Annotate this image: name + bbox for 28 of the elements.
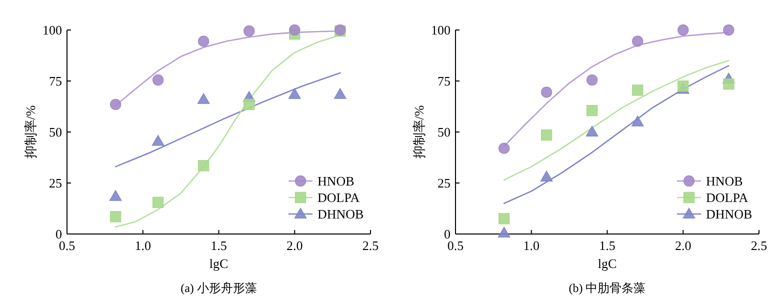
y-tick-label: 75 (438, 74, 450, 88)
x-tick-label: 1.5 (210, 238, 227, 253)
y-axis-title: 抑制率/% (23, 105, 38, 159)
y-tick-label: 100 (42, 22, 62, 38)
y-axis-title: 抑制率/% (412, 105, 426, 159)
x-axis-title: lgC (598, 256, 617, 271)
legend-label: DOLPA (318, 190, 360, 205)
text: (b) 中肋骨条藻 (568, 281, 646, 295)
y-tick-label: 25 (49, 176, 62, 190)
y-tick-label: 50 (49, 124, 62, 140)
x-tick-label: 1.0 (523, 238, 540, 253)
y-tick-label: 100 (431, 22, 450, 38)
y-tick-label: 50 (438, 124, 450, 140)
x-tick-label: 2.5 (750, 238, 768, 253)
y-tick-label: 75 (49, 74, 62, 88)
x-axis-title: lgC (209, 256, 228, 271)
x-tick-label: 1.0 (134, 238, 151, 253)
x-tick-label: 2.0 (675, 238, 692, 253)
text: (a) 小形舟形藻 (180, 281, 257, 295)
legend-label: DHNOB (318, 206, 364, 222)
legend-label: HNOB (706, 174, 744, 188)
x-tick-label: 2.0 (286, 238, 303, 253)
legend-label: DOLPA (706, 190, 749, 205)
x-tick-label: 1.5 (599, 238, 616, 253)
legend-label: DHNOB (706, 206, 753, 222)
legend-label: HNOB (318, 174, 355, 188)
x-tick-label: 2.5 (362, 238, 379, 253)
y-tick-label: 25 (438, 176, 450, 190)
